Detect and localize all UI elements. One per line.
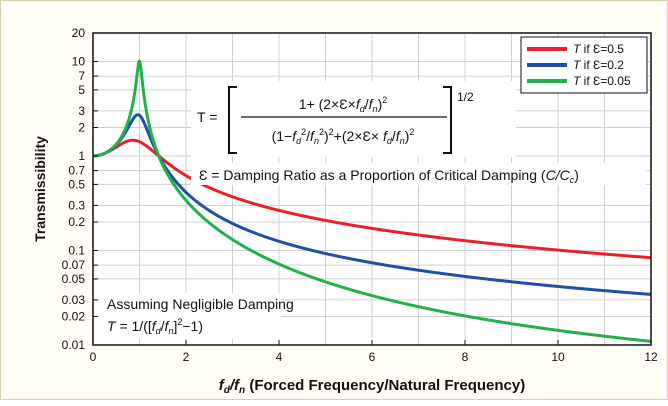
y-tick-label: 20 <box>72 26 86 40</box>
formula-exponent: 1/2 <box>457 90 474 104</box>
x-tick-label: 12 <box>644 350 658 364</box>
y-tick-label: 3 <box>78 104 85 118</box>
y-tick-label: 0.2 <box>68 215 85 229</box>
formula-numerator: 1+ (2×Ɛ×fd​/fn​)2​ <box>299 95 388 114</box>
x-tick-label: 2 <box>183 350 190 364</box>
y-tick-label: 0.03 <box>62 293 86 307</box>
x-tick-label: 10 <box>551 350 565 364</box>
x-tick-label: 8 <box>462 350 469 364</box>
note-line2: T = 1/([fd​/fn​]2​−1) <box>107 317 203 336</box>
x-axis-label: fd/fn (Forced Frequency/Natural Frequenc… <box>219 377 525 396</box>
series-layer <box>91 59 653 343</box>
y-tick-label: 0.1 <box>68 243 85 257</box>
y-tick-label: 0.02 <box>62 310 86 324</box>
formula-box <box>191 81 516 157</box>
y-tick-label: 7 <box>78 69 85 83</box>
legend-label-1: T if Ɛ=0.2 <box>573 58 624 72</box>
series-line-1 <box>91 113 653 296</box>
legend-label-0: T if Ɛ=0.5 <box>573 42 624 56</box>
formula-lhs: T = <box>197 109 217 125</box>
x-tick-label: 0 <box>90 350 97 364</box>
y-tick-label: 0.5 <box>68 177 85 191</box>
y-tick-label: 0.07 <box>62 258 86 272</box>
y-tick-label: 5 <box>78 83 85 97</box>
x-tick-label: 4 <box>276 350 283 364</box>
note-box <box>99 293 281 339</box>
series-line-2 <box>91 59 653 343</box>
formula-denominator: (1−fd​2​/fn​2​)2​+(2×Ɛ× fd​/fn​)2​ <box>272 127 415 146</box>
legend: T if Ɛ=0.5 T if Ɛ=0.2 T if Ɛ=0.05 <box>520 36 648 94</box>
damping-def-box <box>191 163 646 185</box>
y-tick-label: 10 <box>72 54 86 68</box>
y-tick-label: 2 <box>78 121 85 135</box>
y-tick-label: 0.05 <box>62 272 86 286</box>
damping-definition: Ɛ = Damping Ratio as a Proportion of Cri… <box>199 167 579 185</box>
note-line1: Assuming Negligible Damping <box>107 296 294 312</box>
y-tick-label: 0.3 <box>68 198 85 212</box>
formula-right-bracket <box>443 86 452 154</box>
y-tick-label: 0.7 <box>68 164 85 178</box>
legend-label-2: T if Ɛ=0.05 <box>573 74 631 88</box>
series-line-0 <box>91 138 653 260</box>
tick-labels: 0.010.020.030.050.070.10.20.30.50.712357… <box>62 26 658 364</box>
formula-left-bracket <box>228 86 237 154</box>
y-tick-label: 1 <box>78 149 85 163</box>
y-tick-label: 0.01 <box>62 338 86 352</box>
x-tick-label: 6 <box>369 350 376 364</box>
y-axis-label: Transmissibility <box>32 136 48 242</box>
